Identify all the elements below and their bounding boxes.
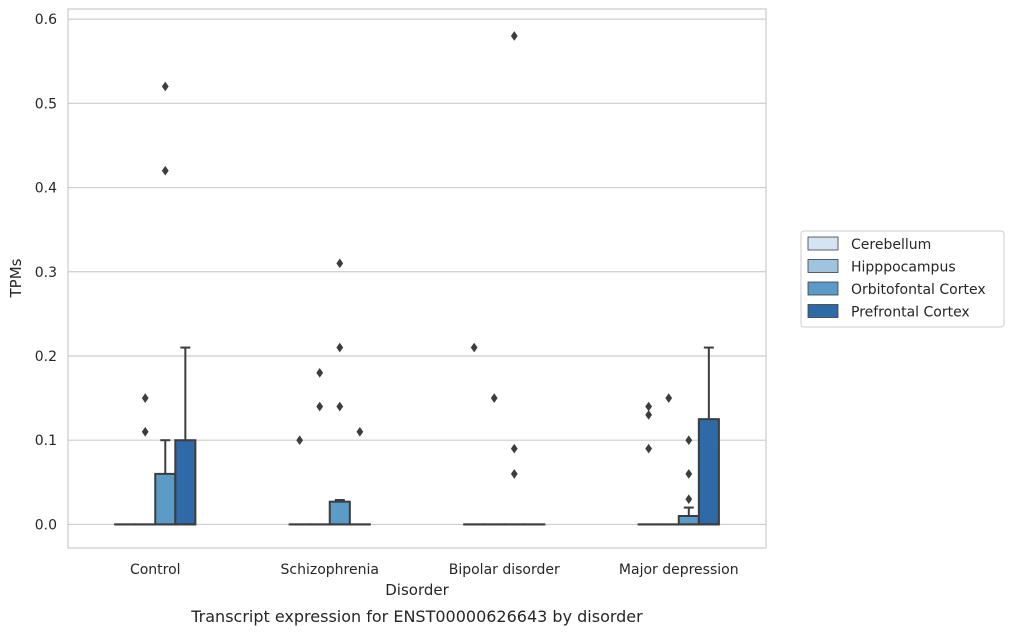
x-axis-label: Disorder (385, 581, 449, 599)
plot-area-frame (67, 8, 767, 549)
outlier-point (645, 410, 653, 420)
outlier-point (161, 81, 169, 92)
y-tick-label: 0.5 (35, 96, 57, 112)
box-group (657, 393, 680, 526)
box (677, 514, 700, 526)
outlier-point (510, 443, 518, 454)
outlier-point (356, 426, 364, 437)
outlier-point (685, 494, 693, 504)
boxes (114, 31, 720, 526)
legend-label: Cerebellum (851, 237, 931, 253)
box-group (328, 258, 351, 526)
outlier-point (336, 258, 344, 269)
outlier-point (336, 401, 344, 412)
y-tick-label: 0.3 (35, 265, 57, 281)
y-tick-label: 0.0 (35, 517, 57, 533)
y-tick-label: 0.2 (35, 349, 57, 365)
outlier-point (141, 393, 149, 403)
chart-caption: Transcript expression for ENST0000062664… (190, 607, 643, 626)
outlier-point (316, 368, 324, 378)
box-group (503, 31, 526, 526)
box-group (463, 342, 486, 526)
x-axis-ticks: Control Schizophrenia Bipolar disorder Majo… (130, 562, 739, 578)
x-tick-label: Schizophrenia (281, 562, 379, 578)
outlier-point (470, 342, 478, 353)
x-tick-label: Control (130, 562, 181, 578)
box-group (348, 426, 371, 526)
box (174, 439, 197, 526)
outlier-point (510, 469, 518, 479)
outlier-point (316, 401, 324, 412)
box-group (637, 401, 660, 526)
legend-swatch (807, 281, 839, 296)
outlier-point (645, 401, 653, 412)
legend-label: Prefrontal Cortex (851, 305, 970, 321)
legend-frame (800, 230, 1005, 328)
y-tick-label: 0.6 (35, 12, 57, 28)
legend-label: Hipppocampus (851, 260, 956, 276)
outlier-point (336, 342, 344, 353)
box-group (174, 346, 197, 526)
legend-label: Orbitofontal Cortex (851, 282, 986, 298)
outlier-point (685, 435, 693, 445)
y-axis-ticks: 0.0 0.1 0.2 0.3 0.4 0.5 0.6 (35, 12, 57, 533)
y-tick-label: 0.4 (35, 181, 57, 197)
x-tick-label: Bipolar disorder (449, 562, 560, 578)
outlier-point (665, 393, 673, 403)
box (697, 418, 720, 526)
box-group (677, 435, 700, 526)
x-tick-label: Major depression (619, 562, 739, 578)
box-group (288, 435, 311, 526)
outlier-point (685, 469, 693, 479)
outlier-point (490, 393, 498, 403)
legend-swatch (807, 304, 839, 318)
outlier-point (645, 443, 653, 454)
outlier-point (296, 435, 304, 445)
gridlines (68, 18, 766, 526)
box-group (134, 393, 157, 526)
legend-swatch (807, 236, 839, 251)
y-axis-label: TPMs (7, 258, 25, 298)
box-group (308, 368, 331, 526)
legend: Cerebellum Hipppocampus Orbitofontal Corte… (800, 230, 1005, 328)
box (154, 472, 177, 526)
box-group (154, 81, 177, 526)
outlier-point (510, 31, 518, 41)
legend-swatch (807, 259, 839, 273)
outlier-point (141, 426, 149, 437)
box (328, 500, 351, 526)
y-tick-label: 0.1 (35, 433, 57, 449)
legend-items: Cerebellum Hipppocampus Orbitofontal Corte… (807, 236, 986, 321)
outlier-point (161, 165, 169, 176)
box-group (697, 346, 720, 526)
box-group (483, 393, 506, 526)
